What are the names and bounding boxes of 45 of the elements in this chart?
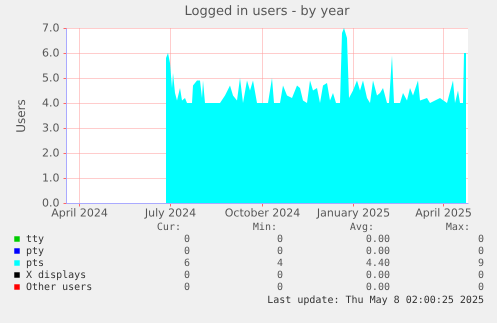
text: 6 xyxy=(184,258,190,269)
text: 0 xyxy=(184,270,190,281)
text: Max: xyxy=(446,222,470,233)
text: Cur: xyxy=(156,222,181,233)
x-tick-label: April 2024 xyxy=(51,206,108,220)
text: 0 xyxy=(478,270,484,281)
text: 0 xyxy=(478,282,484,293)
y-tick-label: 1.0 xyxy=(42,172,60,184)
text: 0 xyxy=(184,234,190,245)
text: Min: xyxy=(252,222,277,233)
text: 0 xyxy=(276,282,283,293)
y-tick-label: 3.0 xyxy=(42,122,60,134)
legend-label: pty xyxy=(26,246,44,257)
chart-title: Logged in users - by year xyxy=(184,4,350,19)
y-tick-label: 2.0 xyxy=(42,146,60,160)
text: 4 xyxy=(276,258,283,269)
text: 4.40 xyxy=(366,258,390,269)
legend-label: pts xyxy=(26,258,44,269)
text: 0 xyxy=(276,270,283,281)
legend-label: Other users xyxy=(26,282,92,293)
text: 0 xyxy=(276,246,283,257)
text: 0 xyxy=(184,246,190,257)
text: Last update: Thu May 8 02:00:25 2025 xyxy=(267,295,484,306)
x-tick-label: April 2025 xyxy=(415,206,472,220)
text: 0 xyxy=(478,246,484,257)
y-tick-label: 4.0 xyxy=(42,96,60,110)
y-tick-label: 7.0 xyxy=(42,22,60,34)
text: 9 xyxy=(478,258,484,269)
y-tick-label: 6.0 xyxy=(42,46,60,60)
text: 0.00 xyxy=(366,282,390,293)
text: 0 xyxy=(276,234,283,245)
text: 0.00 xyxy=(366,246,390,257)
y-tick-label: 5.0 xyxy=(42,72,60,84)
x-tick-label: July 2024 xyxy=(144,206,196,220)
text: Avg: xyxy=(350,222,374,233)
text: 0 xyxy=(184,282,190,293)
text: 0.00 xyxy=(366,234,390,245)
legend-label: tty xyxy=(26,234,44,245)
x-tick-label: October 2024 xyxy=(224,206,300,220)
text: 0.00 xyxy=(366,270,390,281)
legend-label: X displays xyxy=(26,270,86,281)
text: 0 xyxy=(478,234,484,245)
y-axis-title: Users xyxy=(14,99,28,133)
x-tick-label: January 2025 xyxy=(316,206,390,220)
y-tick-label: 0.0 xyxy=(42,196,60,210)
